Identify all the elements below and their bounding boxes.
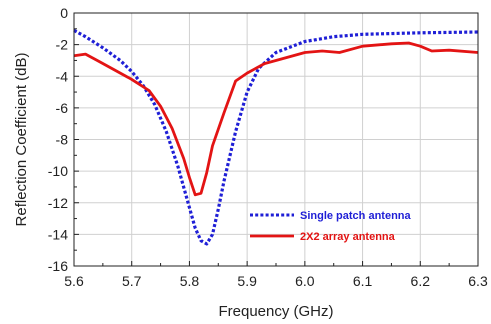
series-layer: [73, 28, 479, 246]
legend-label-single-patch: Single patch antenna: [300, 210, 412, 222]
y-tick-label: -16: [48, 258, 68, 274]
x-tick-label: 5.8: [180, 273, 200, 289]
x-tick-label: 5.6: [64, 273, 84, 289]
grid-layer: [74, 13, 478, 266]
x-tick-label: 6.3: [468, 273, 488, 289]
y-tick-label: 0: [60, 5, 68, 21]
x-tick-label: 6.1: [353, 273, 373, 289]
legend-label-array: 2X2 array antenna: [300, 231, 396, 243]
tick-layer: 5.6 5.7 5.8 5.9 6.0 6.1 6.2 6.3 0 -2 -4 -6 -8 -10 -12 -…: [48, 5, 488, 289]
series-line-single-patch: [73, 28, 479, 246]
y-tick-label: -4: [56, 68, 69, 84]
y-tick-label: -12: [48, 195, 68, 211]
x-tick-label: 6.0: [295, 273, 315, 289]
series-line-array: [73, 41, 479, 197]
x-tick-label: 5.7: [122, 273, 142, 289]
y-tick-label: -8: [56, 132, 69, 148]
y-tick-label: -2: [56, 37, 69, 53]
x-axis-title: Frequency (GHz): [218, 303, 333, 320]
legend: Single patch antenna 2X2 array antenna: [250, 210, 412, 243]
y-axis-title: Reflection Coefficient (dB): [13, 53, 30, 227]
x-tick-label: 5.9: [237, 273, 257, 289]
x-tick-label: 6.2: [411, 273, 431, 289]
y-tick-label: -6: [56, 100, 69, 116]
y-tick-label: -14: [48, 226, 68, 242]
y-tick-label: -10: [48, 163, 68, 179]
